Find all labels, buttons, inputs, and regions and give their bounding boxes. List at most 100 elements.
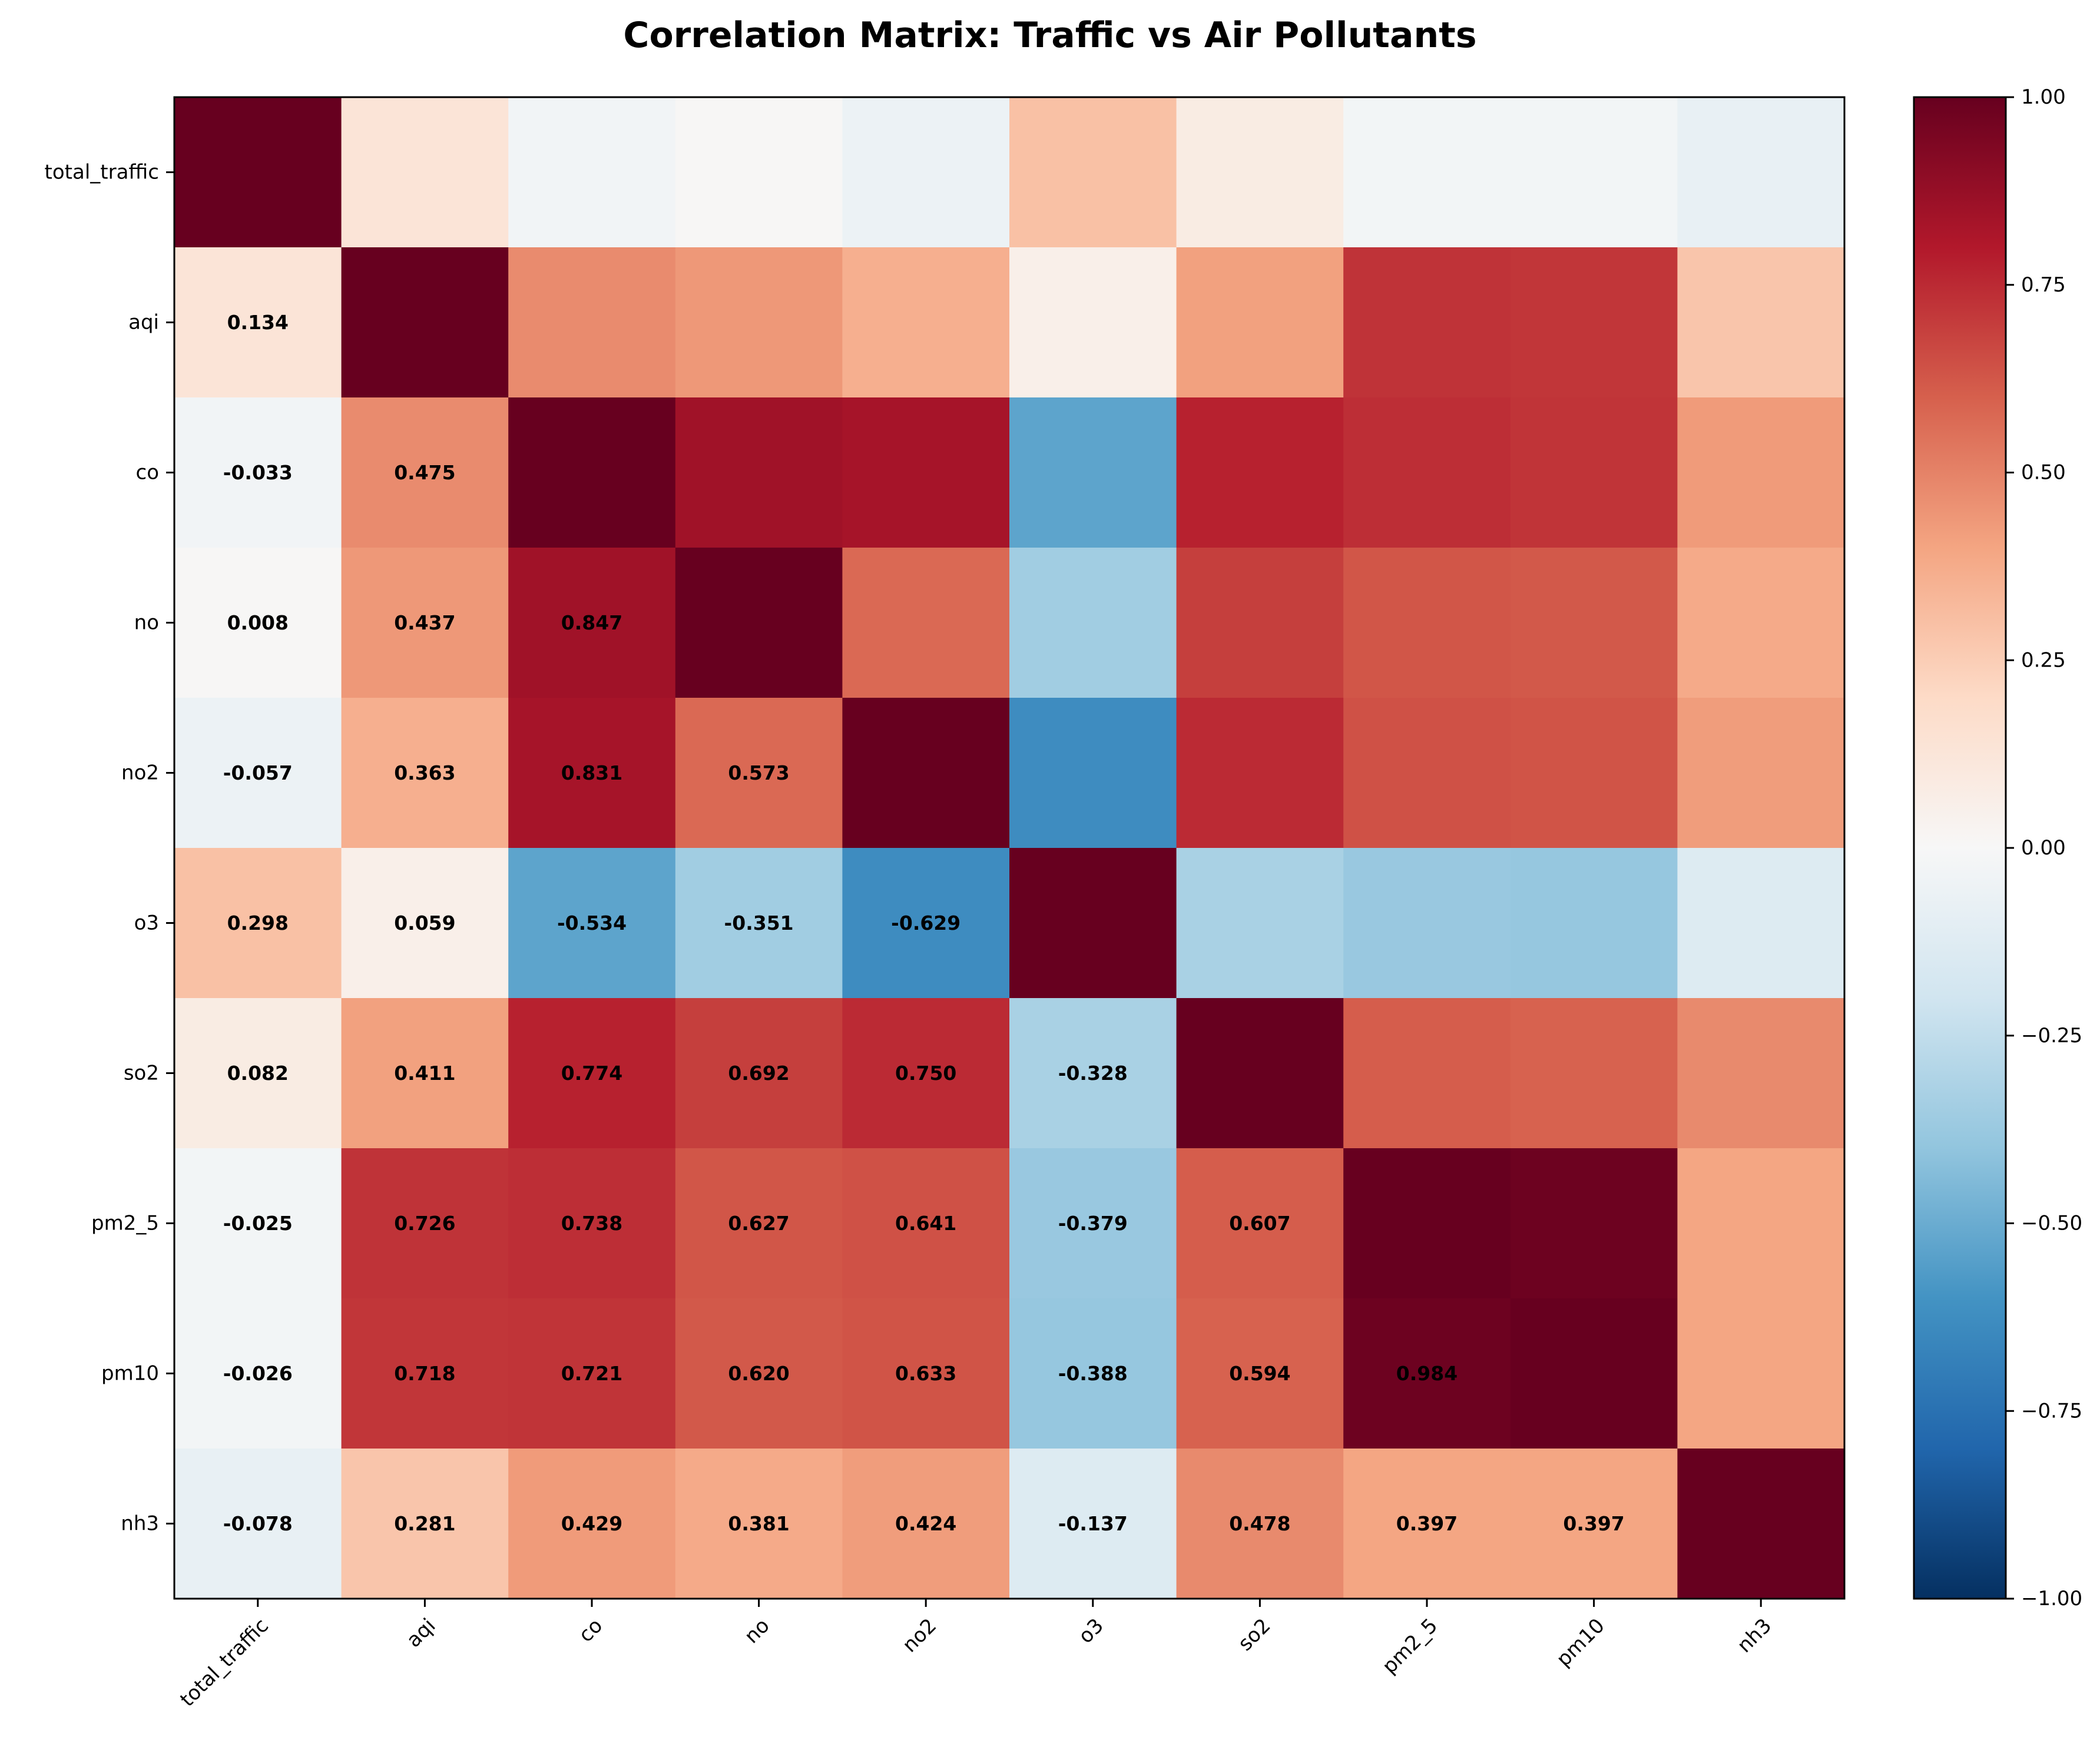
cell-label-pm2_5-aqi: 0.726 bbox=[394, 1212, 455, 1235]
colorbar-ticks: 1.00 0.75 0.50 0.25 0.00 −0.25 −0.50 −0.75 −1.00 bbox=[2006, 85, 2082, 1610]
cell-label-pm10-aqi: 0.718 bbox=[394, 1362, 455, 1385]
cell-total_traffic-o3 bbox=[1009, 97, 1177, 248]
heatmap-cells bbox=[174, 97, 1845, 1599]
y-tick-label-total_traffic: total_traffic bbox=[45, 161, 159, 184]
cell-label-no2-total_traffic: -0.057 bbox=[223, 761, 293, 784]
y-tick-label-no: no bbox=[134, 611, 159, 635]
cell-pm2_5-no bbox=[675, 1148, 843, 1299]
cell-pm2_5-aqi bbox=[341, 1148, 509, 1299]
cell-label-nh3-pm2_5: 0.397 bbox=[1396, 1512, 1458, 1535]
cell-so2-so2 bbox=[1176, 998, 1344, 1149]
cell-so2-no2 bbox=[842, 998, 1010, 1149]
cell-no-pm2_5 bbox=[1343, 548, 1511, 698]
x-tick-label-o3: o3 bbox=[1074, 1614, 1108, 1648]
cell-o3-o3 bbox=[1009, 848, 1177, 999]
cell-label-o3-aqi: 0.059 bbox=[394, 912, 455, 934]
cell-o3-pm2_5 bbox=[1343, 848, 1511, 999]
colorbar-tick-label: −0.25 bbox=[2021, 1024, 2082, 1048]
x-tick-label-pm10: pm10 bbox=[1552, 1614, 1609, 1672]
cell-o3-nh3 bbox=[1677, 848, 1845, 999]
colorbar-tick-label: −0.75 bbox=[2021, 1399, 2082, 1423]
cell-pm10-aqi bbox=[341, 1298, 509, 1449]
cell-nh3-total_traffic bbox=[174, 1449, 342, 1599]
colorbar bbox=[1914, 97, 2006, 1599]
cell-aqi-nh3 bbox=[1677, 247, 1845, 398]
cell-label-so2-co: 0.774 bbox=[561, 1062, 622, 1085]
cell-nh3-co bbox=[508, 1449, 676, 1599]
cell-no-nh3 bbox=[1677, 548, 1845, 698]
cell-no2-total_traffic bbox=[174, 698, 342, 849]
colorbar-tick-label: 0.75 bbox=[2021, 273, 2066, 297]
cell-label-no-co: 0.847 bbox=[561, 611, 622, 634]
cell-label-co-total_traffic: -0.033 bbox=[223, 461, 293, 484]
cell-no2-no2 bbox=[842, 698, 1010, 849]
cell-so2-pm2_5 bbox=[1343, 998, 1511, 1149]
cell-label-no2-co: 0.831 bbox=[561, 761, 622, 784]
cell-label-pm10-no2: 0.633 bbox=[895, 1362, 956, 1385]
cell-aqi-o3 bbox=[1009, 247, 1177, 398]
cell-pm2_5-no2 bbox=[842, 1148, 1010, 1299]
cell-pm10-o3 bbox=[1009, 1298, 1177, 1449]
x-tick-label-total_traffic: total_traffic bbox=[175, 1614, 273, 1712]
cell-label-o3-co: -0.534 bbox=[557, 912, 627, 934]
y-tick-label-pm2_5: pm2_5 bbox=[91, 1212, 159, 1235]
cell-o3-total_traffic bbox=[174, 848, 342, 999]
cell-no-so2 bbox=[1176, 548, 1344, 698]
cell-pm2_5-co bbox=[508, 1148, 676, 1299]
cell-pm2_5-nh3 bbox=[1677, 1148, 1845, 1299]
cell-label-nh3-so2: 0.478 bbox=[1229, 1512, 1290, 1535]
colorbar-tick-label: 1.00 bbox=[2021, 85, 2066, 109]
x-axis-ticks: total_traffic aqi co no no2 o3 so2 pm2_5 pm10 nh3 bbox=[175, 1599, 1776, 1712]
cell-label-nh3-co: 0.429 bbox=[561, 1512, 622, 1535]
x-tick-label-nh3: nh3 bbox=[1733, 1614, 1776, 1658]
chart-title: Correlation Matrix: Traffic vs Air Pollu… bbox=[623, 15, 1476, 56]
cell-so2-o3 bbox=[1009, 998, 1177, 1149]
colorbar-tick-label: 0.50 bbox=[2021, 461, 2066, 485]
cell-total_traffic-total_traffic bbox=[174, 97, 342, 248]
cell-so2-nh3 bbox=[1677, 998, 1845, 1149]
cell-label-aqi-total_traffic: 0.134 bbox=[227, 311, 289, 334]
cell-total_traffic-so2 bbox=[1176, 97, 1344, 248]
cell-co-co bbox=[508, 397, 676, 548]
cell-label-no-total_traffic: 0.008 bbox=[227, 611, 289, 634]
cell-pm2_5-pm10 bbox=[1510, 1148, 1678, 1299]
cell-pm2_5-total_traffic bbox=[174, 1148, 342, 1299]
cell-label-no2-aqi: 0.363 bbox=[394, 761, 455, 784]
cell-no-o3 bbox=[1009, 548, 1177, 698]
cell-co-aqi bbox=[341, 397, 509, 548]
cell-aqi-co bbox=[508, 247, 676, 398]
cell-label-pm10-co: 0.721 bbox=[561, 1362, 622, 1385]
x-tick-label-aqi: aqi bbox=[402, 1614, 440, 1652]
cell-o3-so2 bbox=[1176, 848, 1344, 999]
colorbar-tick-label: 0.00 bbox=[2021, 836, 2066, 860]
cell-nh3-nh3 bbox=[1677, 1449, 1845, 1599]
cell-label-nh3-o3: -0.137 bbox=[1058, 1512, 1128, 1535]
cell-label-pm10-pm2_5: 0.984 bbox=[1396, 1362, 1458, 1385]
cell-so2-total_traffic bbox=[174, 998, 342, 1149]
cell-o3-pm10 bbox=[1510, 848, 1678, 999]
cell-no2-nh3 bbox=[1677, 698, 1845, 849]
cell-total_traffic-no2 bbox=[842, 97, 1010, 248]
x-tick-label-no2: no2 bbox=[898, 1614, 942, 1658]
cell-nh3-so2 bbox=[1176, 1449, 1344, 1599]
cell-label-so2-o3: -0.328 bbox=[1058, 1062, 1128, 1085]
cell-aqi-no bbox=[675, 247, 843, 398]
cell-label-pm10-total_traffic: -0.026 bbox=[223, 1362, 293, 1385]
cell-label-no-aqi: 0.437 bbox=[394, 611, 455, 634]
cell-label-o3-no: -0.351 bbox=[724, 912, 794, 934]
cell-no2-pm2_5 bbox=[1343, 698, 1511, 849]
cell-total_traffic-no bbox=[675, 97, 843, 248]
cell-so2-pm10 bbox=[1510, 998, 1678, 1149]
cell-nh3-pm10 bbox=[1510, 1449, 1678, 1599]
cell-no-aqi bbox=[341, 548, 509, 698]
cell-o3-no bbox=[675, 848, 843, 999]
cell-total_traffic-pm10 bbox=[1510, 97, 1678, 248]
heatmap-cell-labels: 0.134 -0.033 0.475 0.008 0.437 0.847 -0.057 0.3… bbox=[223, 311, 1625, 1535]
cell-label-so2-aqi: 0.411 bbox=[394, 1062, 455, 1085]
y-tick-label-nh3: nh3 bbox=[121, 1512, 159, 1536]
cell-aqi-no2 bbox=[842, 247, 1010, 398]
cell-label-so2-no2: 0.750 bbox=[895, 1062, 956, 1085]
cell-pm10-so2 bbox=[1176, 1298, 1344, 1449]
cell-label-pm10-o3: -0.388 bbox=[1058, 1362, 1128, 1385]
